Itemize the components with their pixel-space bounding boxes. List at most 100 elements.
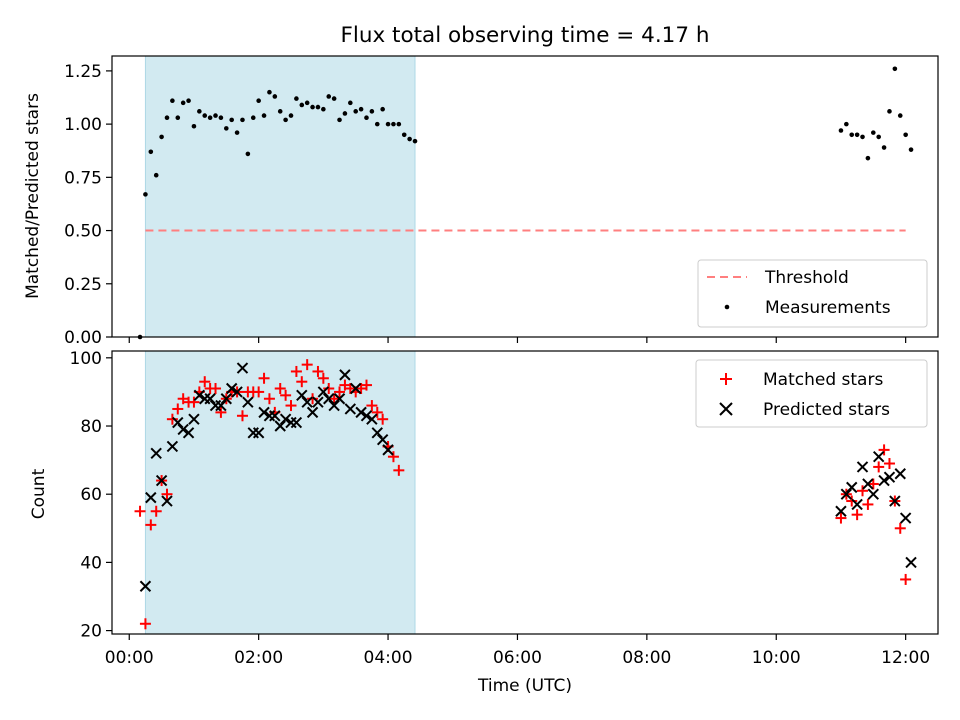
y-tick-label: 20 xyxy=(80,622,102,642)
data-point xyxy=(369,109,375,114)
data-point xyxy=(215,406,227,418)
data-point xyxy=(250,115,256,121)
x-tick-label: 04:00 xyxy=(364,648,413,668)
data-point xyxy=(353,109,359,114)
data-point xyxy=(326,94,332,99)
data-point xyxy=(331,96,337,101)
x-tick-label: 10:00 xyxy=(752,648,801,668)
y-tick-label: 1.25 xyxy=(64,62,102,82)
x-tick-label: 08:00 xyxy=(622,648,671,668)
data-point xyxy=(306,406,319,419)
data-point xyxy=(148,149,154,155)
observing-interval-shade xyxy=(144,55,416,338)
data-point xyxy=(224,126,229,131)
data-point xyxy=(145,491,157,504)
data-point xyxy=(290,365,302,377)
data-point xyxy=(391,121,396,127)
data-point xyxy=(377,413,389,425)
data-point xyxy=(854,132,860,138)
x-axis-label: Time (UTC) xyxy=(477,676,572,696)
data-point xyxy=(240,117,245,123)
data-point xyxy=(234,130,240,135)
data-point xyxy=(301,396,313,408)
data-point xyxy=(371,427,383,439)
data-point xyxy=(180,100,186,106)
data-point xyxy=(274,383,286,395)
data-point xyxy=(387,451,399,463)
data-point xyxy=(366,400,378,412)
data-point xyxy=(288,113,294,118)
data-point xyxy=(851,509,863,521)
data-point xyxy=(299,102,305,108)
y-tick-label: 0.25 xyxy=(64,275,102,295)
data-point xyxy=(844,121,849,127)
y-tick-label: 0.75 xyxy=(64,168,102,188)
data-point xyxy=(210,383,222,395)
data-point xyxy=(267,89,272,95)
data-point xyxy=(150,447,162,459)
data-point xyxy=(835,512,847,524)
data-point xyxy=(220,393,233,405)
data-point xyxy=(851,498,863,511)
data-point xyxy=(145,519,157,531)
top-legend-box xyxy=(697,259,928,328)
data-point xyxy=(236,362,249,374)
data-point xyxy=(344,403,357,415)
data-point xyxy=(134,505,146,517)
data-point xyxy=(894,522,906,534)
data-point xyxy=(186,98,191,104)
data-point xyxy=(166,440,179,453)
data-point xyxy=(139,618,151,630)
bottom-plot-area xyxy=(134,350,917,635)
axes-frame xyxy=(111,55,939,338)
data-point xyxy=(374,121,380,127)
observing-interval-shade xyxy=(144,350,416,635)
data-point xyxy=(317,386,330,398)
data-point xyxy=(865,155,871,161)
data-point xyxy=(261,113,267,118)
data-point xyxy=(908,147,914,152)
data-point xyxy=(838,128,844,133)
data-point xyxy=(172,416,184,429)
data-point xyxy=(894,468,906,480)
data-point xyxy=(193,389,206,402)
data-point xyxy=(337,117,342,123)
data-point xyxy=(285,400,297,412)
data-point xyxy=(170,98,175,104)
data-point xyxy=(323,383,335,395)
data-point xyxy=(380,106,385,112)
data-point xyxy=(164,115,170,121)
data-point xyxy=(348,100,353,106)
data-point xyxy=(159,134,164,140)
top-axes: 0.00 0.25 0.50 0.75 1.00 1.25 xyxy=(64,55,939,348)
data-point xyxy=(382,444,394,456)
data-point xyxy=(835,505,847,517)
data-point xyxy=(889,495,901,507)
x-tick-label: 12:00 xyxy=(881,648,930,668)
data-point xyxy=(307,393,319,405)
data-point xyxy=(277,109,283,114)
bottom-legend: Matched stars Predicted stars xyxy=(695,359,928,428)
data-point xyxy=(172,403,184,415)
data-point xyxy=(321,106,326,112)
data-point xyxy=(872,450,885,463)
data-point xyxy=(887,109,892,114)
data-point xyxy=(342,111,348,116)
data-point xyxy=(857,485,869,497)
data-point xyxy=(407,136,412,142)
series-measurements xyxy=(137,66,914,340)
data-point xyxy=(846,481,858,494)
data-point xyxy=(191,123,197,129)
data-point xyxy=(182,427,195,439)
data-point xyxy=(280,389,292,401)
data-point xyxy=(355,406,367,419)
data-point xyxy=(846,495,858,507)
data-point xyxy=(150,505,162,517)
data-point xyxy=(274,420,286,432)
data-point xyxy=(301,359,313,371)
data-point xyxy=(328,399,340,412)
data-point xyxy=(197,109,202,114)
data-point xyxy=(161,495,173,507)
bottom-panel: 00:00 02:00 04:00 06:00 08:00 10:00 12:00 20 40 6… xyxy=(29,349,939,696)
data-point xyxy=(166,413,178,425)
